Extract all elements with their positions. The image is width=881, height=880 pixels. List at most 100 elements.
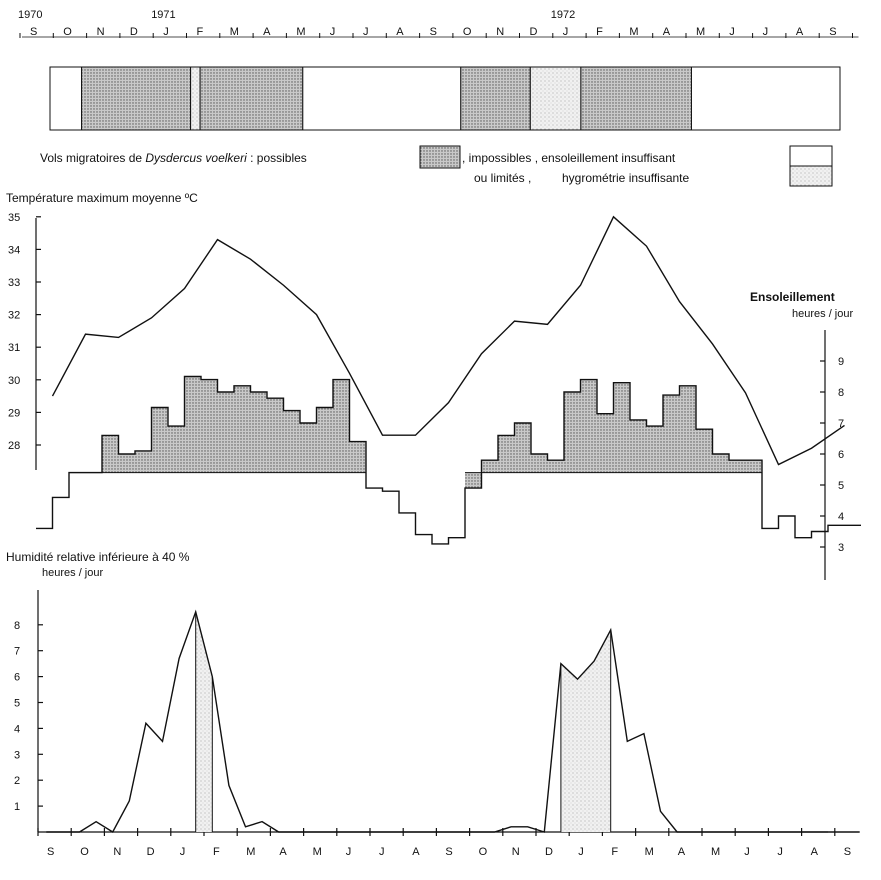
humidity-month-label: M bbox=[711, 846, 720, 858]
humidity-tick-label: 1 bbox=[14, 801, 20, 813]
temperature-tick-label: 29 bbox=[8, 407, 20, 419]
flight-bar-segment-insufficient-sunshine bbox=[302, 66, 462, 131]
temperature-tick-label: 30 bbox=[8, 375, 20, 387]
legend-line1: Vols migratoires de Dysdercus voelkeri :… bbox=[40, 151, 307, 165]
sunshine-step-line bbox=[36, 375, 861, 545]
timeline-month-label: O bbox=[63, 26, 72, 38]
humidity-month-label: J bbox=[379, 846, 385, 858]
humidity-month-label: J bbox=[346, 846, 352, 858]
humidity-month-label: J bbox=[777, 846, 783, 858]
sunshine-tick-label: 8 bbox=[838, 387, 844, 399]
year-label: 1970 bbox=[18, 9, 42, 21]
sunshine-tick-label: 3 bbox=[838, 542, 844, 554]
humidity-month-label: N bbox=[113, 846, 121, 858]
humidity-tick-label: 8 bbox=[14, 620, 20, 632]
month-timeline: 1970 1971 1972 S O N D J F M A M J J A S O N D J F M A M J J A S bbox=[18, 9, 859, 38]
humidity-line bbox=[46, 609, 860, 833]
temperature-tick-label: 28 bbox=[8, 440, 20, 452]
flight-bar-segment-possible bbox=[199, 66, 304, 131]
timeline-month-label: D bbox=[130, 26, 138, 38]
humidity-month-label: J bbox=[180, 846, 186, 858]
temperature-tick-label: 34 bbox=[8, 244, 20, 256]
humidity-month-label: M bbox=[313, 846, 322, 858]
humidity-month-label: S bbox=[47, 846, 54, 858]
flight-bar-segment-insufficient-humidity bbox=[529, 66, 582, 131]
temperature-title: Température maximum moyenne ºC bbox=[6, 191, 198, 205]
humidity-tick-label: 2 bbox=[14, 775, 20, 787]
humidity-tick-label: 7 bbox=[14, 646, 20, 658]
timeline-month-label: M bbox=[230, 26, 239, 38]
temperature-tick-label: 32 bbox=[8, 310, 20, 322]
timeline-month-label: J bbox=[363, 26, 369, 38]
legend: Vols migratoires de Dysdercus voelkeri :… bbox=[40, 145, 833, 187]
legend-swatch-humidity bbox=[789, 165, 833, 187]
sunshine-tick-label: 9 bbox=[838, 356, 844, 368]
sunshine-shaded-area bbox=[465, 379, 762, 489]
legend-line1-after: , impossibles , ensoleillement insuffisa… bbox=[462, 151, 676, 165]
humidity-shaded-area bbox=[560, 629, 611, 832]
sunshine-tick-label: 7 bbox=[838, 418, 844, 430]
humidity-month-label: J bbox=[578, 846, 584, 858]
humidity-month-label: J bbox=[744, 846, 750, 858]
timeline-month-label: N bbox=[496, 26, 504, 38]
humidity-month-label: O bbox=[80, 846, 89, 858]
timeline-month-label: J bbox=[563, 26, 569, 38]
flight-bar-segment-insufficient-humidity bbox=[190, 66, 201, 131]
humidity-month-label: A bbox=[678, 846, 686, 858]
flight-bar-segment-possible bbox=[81, 66, 192, 131]
timeline-month-label: S bbox=[829, 26, 836, 38]
timeline-month-label: M bbox=[696, 26, 705, 38]
timeline-month-label: A bbox=[396, 26, 404, 38]
legend-swatch-sunshine bbox=[789, 145, 833, 167]
flight-bar-segment-insufficient-sunshine bbox=[690, 66, 841, 131]
humidity-title: Humidité relative inférieure à 40 % bbox=[6, 550, 190, 564]
timeline-month-label: F bbox=[197, 26, 204, 38]
humidity-month-label: F bbox=[611, 846, 618, 858]
humidity-month-label: A bbox=[279, 846, 287, 858]
legend-line2-a: ou limités , bbox=[474, 171, 531, 185]
timeline-month-label: S bbox=[30, 26, 37, 38]
timeline-month-label: O bbox=[463, 26, 472, 38]
humidity-month-label: S bbox=[445, 846, 452, 858]
temperature-tick-label: 31 bbox=[8, 342, 20, 354]
timeline-month-label: J bbox=[330, 26, 336, 38]
timeline-month-label: J bbox=[729, 26, 735, 38]
temperature-tick-label: 35 bbox=[8, 212, 20, 224]
humidity-month-label: N bbox=[512, 846, 520, 858]
timeline-month-label: D bbox=[530, 26, 538, 38]
timeline-month-label: F bbox=[596, 26, 603, 38]
timeline-month-label: A bbox=[263, 26, 271, 38]
humidity-tick-label: 5 bbox=[14, 698, 20, 710]
humidity-plot: 1 2 3 4 5 6 7 8 S O N D J F M A M J J A S O N D J F M A M J J A S bbox=[14, 590, 860, 858]
timeline-month-label: M bbox=[296, 26, 305, 38]
sunshine-shaded-area bbox=[69, 376, 366, 473]
humidity-month-label: A bbox=[412, 846, 420, 858]
humidity-month-label: M bbox=[246, 846, 255, 858]
humidity-shaded-area bbox=[195, 611, 213, 832]
timeline-month-label: M bbox=[629, 26, 638, 38]
year-label: 1972 bbox=[551, 9, 575, 21]
humidity-month-label: A bbox=[811, 846, 819, 858]
humidity-tick-label: 3 bbox=[14, 749, 20, 761]
sunshine-unit: heures / jour bbox=[792, 308, 853, 320]
flight-bar-segment-possible bbox=[460, 66, 531, 131]
temperature-tick-label: 33 bbox=[8, 277, 20, 289]
humidity-month-label: O bbox=[479, 846, 488, 858]
humidity-month-label: F bbox=[213, 846, 220, 858]
humidity-tick-label: 4 bbox=[14, 723, 20, 735]
humidity-month-label: D bbox=[545, 846, 553, 858]
sunshine-tick-label: 5 bbox=[838, 480, 844, 492]
sunshine-title: Ensoleillement bbox=[750, 290, 835, 304]
humidity-month-label: S bbox=[844, 846, 851, 858]
timeline-month-label: J bbox=[763, 26, 769, 38]
sunshine-tick-label: 6 bbox=[838, 449, 844, 461]
migration-flight-bar bbox=[49, 66, 841, 131]
timeline-month-label: S bbox=[430, 26, 437, 38]
flight-bar-segment-possible bbox=[580, 66, 692, 131]
flight-bar-segment-insufficient-sunshine bbox=[49, 66, 83, 131]
humidity-month-label: M bbox=[645, 846, 654, 858]
legend-swatch-possible bbox=[419, 145, 461, 169]
humidity-tick-label: 6 bbox=[14, 672, 20, 684]
humidity-month-label: D bbox=[147, 846, 155, 858]
